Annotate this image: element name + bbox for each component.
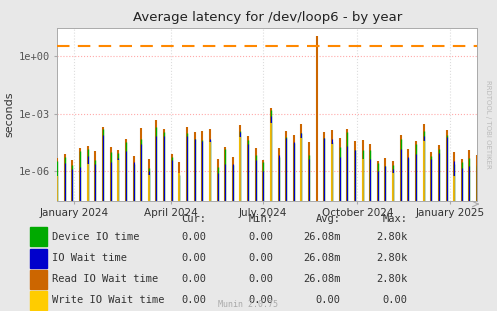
Text: Avg:: Avg: bbox=[316, 214, 340, 224]
Y-axis label: seconds: seconds bbox=[4, 91, 14, 137]
Text: 0.00: 0.00 bbox=[181, 295, 206, 305]
Bar bbox=[30, 248, 47, 268]
Text: 2.80k: 2.80k bbox=[376, 253, 408, 263]
Text: 0.00: 0.00 bbox=[181, 253, 206, 263]
Text: 2.80k: 2.80k bbox=[376, 232, 408, 242]
Bar bbox=[30, 227, 47, 247]
Text: 0.00: 0.00 bbox=[248, 274, 273, 284]
Text: 0.00: 0.00 bbox=[248, 295, 273, 305]
Text: 0.00: 0.00 bbox=[248, 253, 273, 263]
Text: 0.00: 0.00 bbox=[383, 295, 408, 305]
Text: 26.08m: 26.08m bbox=[303, 274, 340, 284]
Text: RRDTOOL / TOBI OETIKER: RRDTOOL / TOBI OETIKER bbox=[485, 80, 491, 169]
Text: Max:: Max: bbox=[383, 214, 408, 224]
Text: 26.08m: 26.08m bbox=[303, 253, 340, 263]
Text: Device IO time: Device IO time bbox=[52, 232, 140, 242]
Text: IO Wait time: IO Wait time bbox=[52, 253, 127, 263]
Text: Min:: Min: bbox=[248, 214, 273, 224]
Text: 0.00: 0.00 bbox=[248, 232, 273, 242]
Bar bbox=[30, 270, 47, 289]
Text: Cur:: Cur: bbox=[181, 214, 206, 224]
Text: 0.00: 0.00 bbox=[181, 274, 206, 284]
Text: 26.08m: 26.08m bbox=[303, 232, 340, 242]
Title: Average latency for /dev/loop6 - by year: Average latency for /dev/loop6 - by year bbox=[133, 11, 402, 24]
Text: Munin 2.0.75: Munin 2.0.75 bbox=[219, 300, 278, 309]
Text: Read IO Wait time: Read IO Wait time bbox=[52, 274, 159, 284]
Text: 2.80k: 2.80k bbox=[376, 274, 408, 284]
Text: 0.00: 0.00 bbox=[316, 295, 340, 305]
Text: Write IO Wait time: Write IO Wait time bbox=[52, 295, 165, 305]
Bar bbox=[30, 291, 47, 310]
Text: 0.00: 0.00 bbox=[181, 232, 206, 242]
